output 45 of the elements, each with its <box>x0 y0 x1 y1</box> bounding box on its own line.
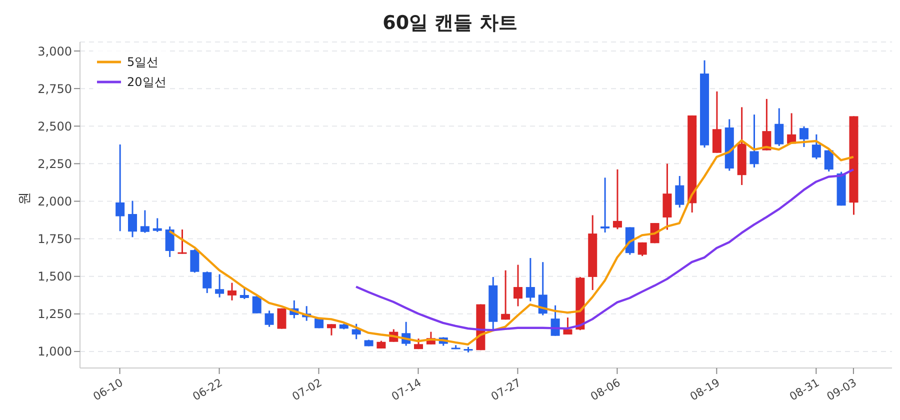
candlestick <box>526 257 535 302</box>
candlestick <box>352 323 361 340</box>
candlestick <box>612 168 622 230</box>
candlestick <box>712 90 722 154</box>
candlestick <box>215 274 224 298</box>
chart-title: 60일 캔들 차트 <box>382 11 518 36</box>
candlestick <box>116 144 125 232</box>
candlestick <box>326 323 336 336</box>
candlestick <box>165 226 174 258</box>
y-tick-label: 1,500 <box>38 270 72 284</box>
y-tick-label: 2,500 <box>38 119 72 134</box>
candlestick <box>252 295 262 314</box>
candlestick <box>563 316 572 336</box>
candlestick <box>638 242 647 257</box>
candlestick <box>277 308 286 330</box>
candlestick <box>799 126 808 148</box>
candlestick <box>501 270 510 320</box>
candlestick <box>824 149 834 172</box>
candlestick <box>178 228 187 255</box>
legend-label: 5일선 <box>127 54 159 70</box>
y-axis-title: 원 <box>18 192 33 205</box>
y-tick-label: 2,250 <box>38 156 72 171</box>
candlestick <box>675 175 684 208</box>
candlestick <box>774 108 784 147</box>
candlestick <box>190 248 200 274</box>
candlestick <box>762 98 772 152</box>
y-tick-label: 2,000 <box>38 194 72 209</box>
legend-label: 20일선 <box>127 74 166 90</box>
y-tick-label: 1,750 <box>38 232 72 246</box>
candlestick <box>662 162 672 231</box>
y-tick-label: 2,750 <box>38 82 72 96</box>
candlestick <box>264 310 274 328</box>
candlestick <box>513 264 522 308</box>
candlestick <box>600 176 610 234</box>
candlestick <box>240 288 249 300</box>
candlestick <box>202 270 212 294</box>
candlestick <box>227 282 236 302</box>
candlestick <box>140 210 150 234</box>
candlestick <box>128 200 138 238</box>
y-tick-label: 1,250 <box>38 307 72 322</box>
candlestick <box>812 134 821 160</box>
candlestick <box>152 217 162 233</box>
candlestick <box>750 114 759 168</box>
y-tick-label: 1,000 <box>38 344 72 359</box>
y-tick-label: 3,000 <box>38 44 72 58</box>
